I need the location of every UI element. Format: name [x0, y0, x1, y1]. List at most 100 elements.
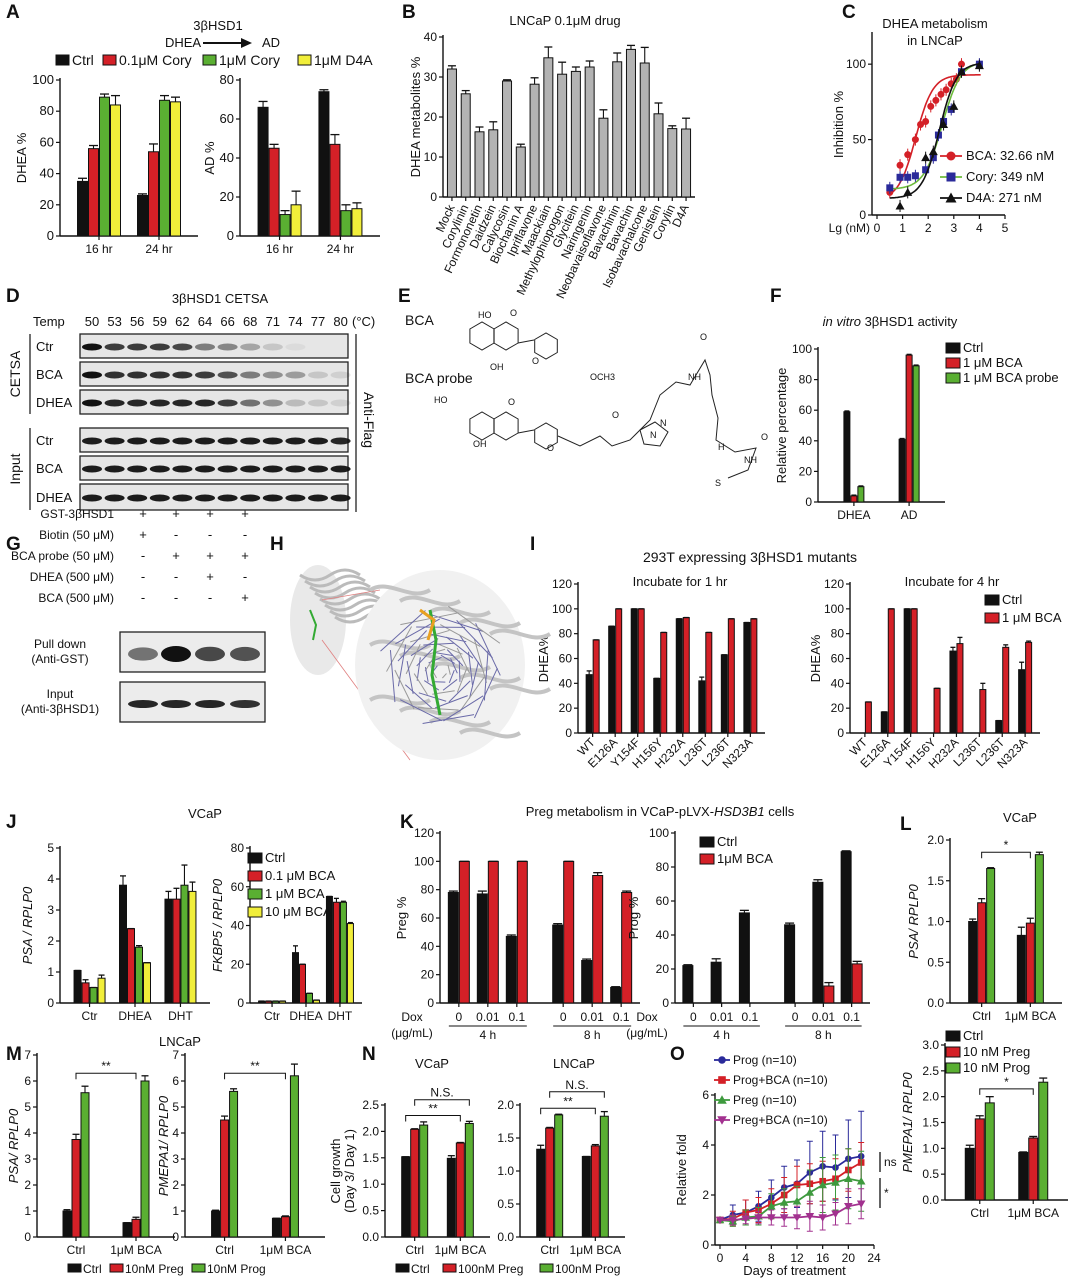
bar — [898, 438, 906, 503]
group-label: 4 h — [713, 1028, 730, 1042]
condition-mark: - — [174, 527, 178, 542]
axis-label: (μg/mL) — [391, 1026, 433, 1040]
chart-title: 293T expressing 3βHSD1 mutants — [643, 549, 857, 565]
condition-label: GST-3βHSD1 — [40, 507, 114, 521]
significance-bracket — [224, 1072, 286, 1080]
substrate-label: DHEA — [165, 35, 201, 50]
y-tick-label: 0 — [702, 1238, 709, 1252]
bar — [710, 961, 722, 1004]
legend-swatch — [699, 836, 715, 848]
bar — [81, 982, 90, 1004]
marker-square — [946, 172, 956, 182]
panel-letter-c: C — [842, 2, 856, 23]
marker-triangle-down — [767, 1214, 776, 1222]
y-tick-label: 0 — [565, 726, 572, 740]
title-text: LNCaP 0.1μM drug — [509, 13, 620, 28]
atom-label: HO — [478, 310, 492, 320]
atom-label: O — [510, 308, 517, 318]
panel-letter-l: L — [900, 814, 912, 835]
ligand-atom-bond — [437, 643, 463, 655]
y-tick-label: 2 — [702, 1188, 709, 1202]
y-tick-label: 40 — [40, 166, 54, 181]
blot-band — [82, 371, 102, 379]
chart-title: in LNCaP — [907, 33, 963, 48]
significance-bracket — [405, 1115, 461, 1122]
y-tick-label: 100 — [792, 342, 812, 356]
bar — [615, 608, 623, 734]
bar — [346, 923, 354, 1004]
x-tick-label: DHEA — [837, 508, 870, 522]
y-tick-label: 7 — [172, 1048, 179, 1062]
blot-band — [285, 494, 306, 502]
product-label: AD — [262, 35, 280, 50]
y-tick-label: 100 — [824, 602, 844, 616]
ring — [493, 411, 519, 441]
marker-square — [904, 173, 912, 181]
ligand-atom-bond — [424, 667, 429, 682]
blot-band — [195, 646, 225, 662]
ligand-atom-bond — [456, 647, 471, 674]
panel-d-blots: 3βHSD1 CETSA Temp 50 53 56 59 62 64 66 68 71 74 77 80… — [7, 291, 377, 512]
chart-title: LNCaP — [159, 1034, 201, 1049]
chart-C: 0 50 100 Inhibition % 0 1 2 3 4 5 Lg (nM) DHEA meta… — [829, 16, 1055, 235]
helix-ribbon — [299, 568, 361, 582]
bar — [681, 128, 692, 198]
y-tick-label: 7 — [24, 1048, 31, 1062]
temp-value: 53 — [107, 314, 121, 329]
chart-N-left: 0.0 0.5 1.0 1.5 2.0 2.5 Cell growth (Day 3/ Day… — [328, 1056, 490, 1257]
y-tick-label: 0 — [430, 190, 437, 204]
atom-label: O — [532, 356, 539, 366]
x-axis-label: Days of treatment — [743, 1263, 846, 1278]
ligand-atom-bond — [433, 665, 438, 672]
y-tick-label: 3 — [172, 1152, 179, 1166]
y-tick-label: 40 — [424, 30, 438, 44]
legend-label: D4A: 271 nM — [966, 190, 1042, 205]
blot-band — [127, 343, 148, 351]
y-tick-label: 0 — [24, 1230, 31, 1244]
ligand-atom-bond — [483, 650, 489, 701]
bar — [910, 608, 918, 734]
title-part: Preg metabolism in VCaP-pLVX- — [526, 804, 714, 819]
marker-triangle — [767, 1201, 776, 1210]
blot-band — [217, 399, 238, 407]
temp-value: 66 — [220, 314, 234, 329]
bar — [612, 61, 623, 198]
y-tick-label: 2.0 — [927, 833, 944, 847]
bar — [563, 860, 575, 1004]
panel-e-structures — [469, 321, 757, 479]
chart-N-right: 0.0 0.5 1.0 1.5 2.0 Ctrl 1μM BCA LNCaP ** N.S. — [497, 1056, 625, 1257]
y-axis-label: PSA / RPLP0 — [20, 886, 35, 964]
y-tick-label: 20 — [831, 701, 845, 715]
y-tick-label: 1 — [24, 1204, 31, 1218]
legend-swatch — [109, 1263, 124, 1273]
bar — [62, 1210, 72, 1238]
bar — [1016, 934, 1026, 1004]
y-tick-label: 0 — [837, 726, 844, 740]
bar — [851, 963, 863, 1004]
panel-letter-n: N — [362, 1044, 376, 1065]
atom-label: HO — [434, 395, 448, 405]
bar — [77, 180, 88, 237]
y-tick-label: 1.5 — [497, 1131, 514, 1145]
bar — [340, 210, 352, 237]
bar — [170, 101, 181, 237]
x-tick-label: 4 — [976, 221, 983, 235]
legend-swatch — [945, 372, 961, 384]
bar — [812, 881, 824, 1004]
legend-label: 1 μM BCA probe — [963, 370, 1059, 385]
chart-I-left: 020406080100120DHEA%WTE126AY154FH156YH23… — [536, 574, 765, 771]
marker-circle — [718, 1056, 726, 1064]
legend-label: 1μM D4A — [314, 52, 373, 68]
panel-letter-k: K — [400, 812, 414, 833]
ring — [469, 321, 495, 351]
y-axis-label: (Day 3/ Day 1) — [342, 1129, 357, 1213]
chart-title: VCaP — [1003, 810, 1037, 825]
blot-band — [330, 371, 351, 379]
bar — [127, 928, 135, 1004]
bar — [110, 104, 121, 237]
bar — [743, 621, 751, 734]
group-label: 8 h — [815, 1028, 832, 1042]
ligand-atom-bond — [442, 679, 458, 691]
atom-label: OH — [490, 362, 504, 372]
